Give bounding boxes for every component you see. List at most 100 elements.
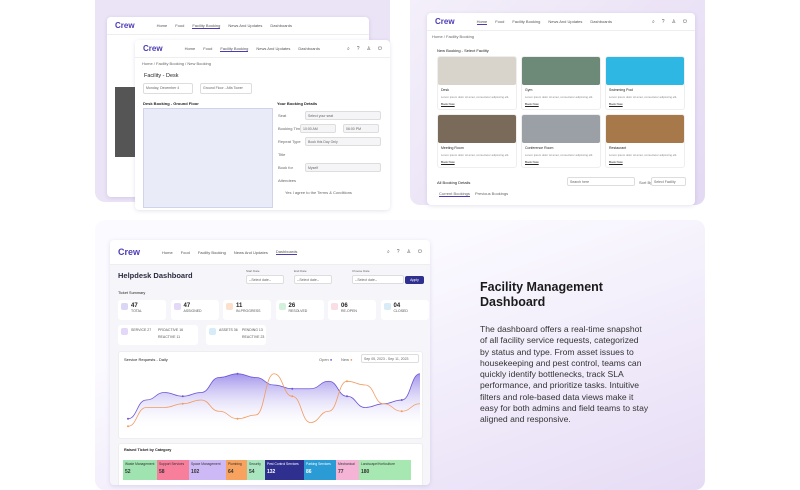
detail-input[interactable]: Select your seat bbox=[305, 111, 381, 120]
search-input[interactable]: Search here bbox=[567, 177, 635, 186]
time-from[interactable]: 10:00 AM bbox=[300, 124, 336, 133]
nav-home[interactable]: Home bbox=[184, 46, 196, 51]
nav-dashboards[interactable]: Dashboards bbox=[590, 19, 612, 24]
facility-desc: Lorem ipsum dolor sit amet, consectetur … bbox=[525, 153, 594, 157]
help-icon[interactable]: ? bbox=[661, 18, 665, 25]
facility-card[interactable]: Gym Lorem ipsum dolor sit amet, consecte… bbox=[521, 56, 601, 110]
nav-news[interactable]: News And Updates bbox=[256, 46, 291, 51]
nav-facility[interactable]: Facility Booking bbox=[192, 22, 221, 29]
date-range-picker[interactable]: Sep 05, 2023 - Sep 11, 2023 bbox=[361, 354, 419, 363]
tab-previous[interactable]: Previous Bookings bbox=[475, 191, 509, 196]
book-now-link[interactable]: Book Now bbox=[441, 102, 455, 106]
nav-home[interactable]: Home bbox=[156, 23, 168, 28]
detail-input[interactable] bbox=[305, 176, 381, 185]
search-icon[interactable]: ⌕ bbox=[386, 249, 390, 255]
detail-input[interactable] bbox=[305, 150, 381, 159]
nav-food[interactable]: Food bbox=[180, 249, 190, 255]
nav-facility[interactable]: Facility Booking bbox=[197, 249, 226, 255]
detail-input[interactable]: Book this Day Only bbox=[305, 137, 381, 146]
all-bookings-title: All Booking Details bbox=[437, 180, 471, 185]
category-tile[interactable]: Support Services 58 bbox=[157, 460, 189, 480]
time-to[interactable]: 06:00 PM bbox=[343, 124, 379, 133]
power-icon[interactable]: ⏻ bbox=[418, 249, 422, 255]
nav-food[interactable]: Food bbox=[203, 46, 213, 51]
nav-dashboards[interactable]: Dashboards bbox=[270, 23, 292, 28]
data-point[interactable] bbox=[291, 395, 294, 398]
category-tile[interactable]: Parking Services 86 bbox=[304, 460, 336, 480]
book-now-link[interactable]: Book Now bbox=[609, 102, 623, 106]
facility-card[interactable]: Desk Lorem ipsum dolor sit amet, consect… bbox=[437, 56, 517, 110]
agree-checkbox[interactable]: Yes I agree to the Terms & Conditions bbox=[285, 190, 352, 195]
book-now-link[interactable]: Book Now bbox=[525, 160, 539, 164]
tab-current[interactable]: Current Bookings bbox=[439, 191, 470, 197]
book-now-link[interactable]: Book Now bbox=[609, 160, 623, 164]
apply-button[interactable]: Apply bbox=[405, 276, 424, 284]
data-point[interactable] bbox=[181, 402, 184, 405]
data-point[interactable] bbox=[346, 380, 348, 383]
category-tile[interactable]: Plumbing 64 bbox=[226, 460, 247, 480]
facility-card[interactable]: Conference Room Lorem ipsum dolor sit am… bbox=[521, 114, 601, 168]
nav-facility[interactable]: Facility Booking bbox=[512, 19, 541, 24]
date-filter[interactable]: --Select date-- bbox=[246, 275, 284, 284]
power-icon[interactable]: ⏻ bbox=[378, 45, 382, 52]
date-select[interactable]: Monday, December 4 bbox=[143, 83, 193, 94]
data-point[interactable] bbox=[181, 395, 184, 398]
nav-facility[interactable]: Facility Booking bbox=[220, 45, 249, 52]
help-icon[interactable]: ? bbox=[396, 249, 400, 255]
search-icon[interactable]: ⌕ bbox=[346, 45, 350, 52]
user-icon[interactable]: ♙ bbox=[406, 249, 412, 255]
desk-booking-window: Crew Home Food Facility Booking News And Up… bbox=[135, 40, 390, 210]
nav-food[interactable]: Food bbox=[175, 23, 185, 28]
nav-dashboards[interactable]: Dashboards bbox=[275, 249, 298, 255]
data-point[interactable] bbox=[400, 410, 403, 413]
facility-card[interactable]: Restaurant Lorem ipsum dolor sit amet, c… bbox=[605, 114, 685, 168]
search-icon[interactable]: ⌕ bbox=[651, 18, 655, 25]
nav-home[interactable]: Home bbox=[476, 18, 488, 25]
category-tile[interactable]: Mechanical 77 bbox=[336, 460, 359, 480]
category-tile[interactable]: Security 54 bbox=[247, 460, 265, 480]
nav-food[interactable]: Food bbox=[495, 19, 505, 24]
stat-card[interactable]: 47 TOTAL bbox=[118, 300, 166, 320]
date-filter[interactable]: --Select date-- bbox=[352, 275, 404, 284]
legend-open[interactable]: Open ● bbox=[319, 357, 333, 362]
detail-label: Booking Time bbox=[278, 126, 303, 131]
book-now-link[interactable]: Book Now bbox=[441, 160, 455, 164]
data-point[interactable] bbox=[127, 417, 129, 420]
nav-home[interactable]: Home bbox=[162, 249, 173, 255]
book-now-link[interactable]: Book Now bbox=[525, 102, 539, 106]
data-point[interactable] bbox=[236, 417, 239, 420]
user-icon[interactable]: ♙ bbox=[366, 45, 372, 52]
data-point[interactable] bbox=[291, 387, 294, 390]
facility-card[interactable]: Meeting Room Lorem ipsum dolor sit amet,… bbox=[437, 114, 517, 168]
category-tile[interactable]: Landscape/Horticulture 180 bbox=[359, 460, 411, 480]
data-point[interactable] bbox=[236, 372, 239, 375]
category-tile[interactable]: Space Management 102 bbox=[189, 460, 226, 480]
detail-input[interactable]: Myself bbox=[305, 163, 381, 172]
stat-card[interactable]: 04 CLOSED bbox=[380, 300, 429, 320]
category-tile[interactable]: Pest Control Services 132 bbox=[265, 460, 304, 480]
stat-card[interactable]: 47 ASSIGNED bbox=[170, 300, 219, 320]
user-icon[interactable]: ♙ bbox=[671, 18, 677, 25]
data-point[interactable] bbox=[346, 395, 348, 398]
date-filter[interactable]: --Select date-- bbox=[294, 275, 332, 284]
location-select[interactable]: Ground Floor - Alfa Tower bbox=[200, 83, 252, 94]
help-icon[interactable]: ? bbox=[356, 45, 360, 52]
data-point[interactable] bbox=[400, 399, 403, 401]
nav-dashboards[interactable]: Dashboards bbox=[298, 46, 320, 51]
stat-card[interactable]: 06 RE-OPEN bbox=[328, 300, 376, 320]
nav-news[interactable]: News And Updates bbox=[228, 23, 263, 28]
facility-desc: Lorem ipsum dolor sit amet, consectetur … bbox=[525, 95, 594, 99]
nav-news[interactable]: News And Updates bbox=[233, 249, 268, 255]
floor-plan[interactable] bbox=[143, 108, 273, 208]
legend-new[interactable]: New ● bbox=[341, 357, 353, 362]
stat-card[interactable]: 11 IN-PROGRESS bbox=[223, 300, 271, 320]
stat-card[interactable]: 26 RESOLVED bbox=[275, 300, 324, 320]
sort-select[interactable]: Select Facility bbox=[651, 177, 686, 186]
category-tile[interactable]: Waste Management 52 bbox=[123, 460, 157, 480]
power-icon[interactable]: ⏻ bbox=[683, 18, 687, 25]
facility-card[interactable]: Swimming Pool Lorem ipsum dolor sit amet… bbox=[605, 56, 685, 110]
nav-news[interactable]: News And Updates bbox=[548, 19, 583, 24]
data-point[interactable] bbox=[127, 425, 129, 428]
facility-name: Meeting Room bbox=[441, 146, 464, 150]
series-area bbox=[128, 373, 420, 430]
